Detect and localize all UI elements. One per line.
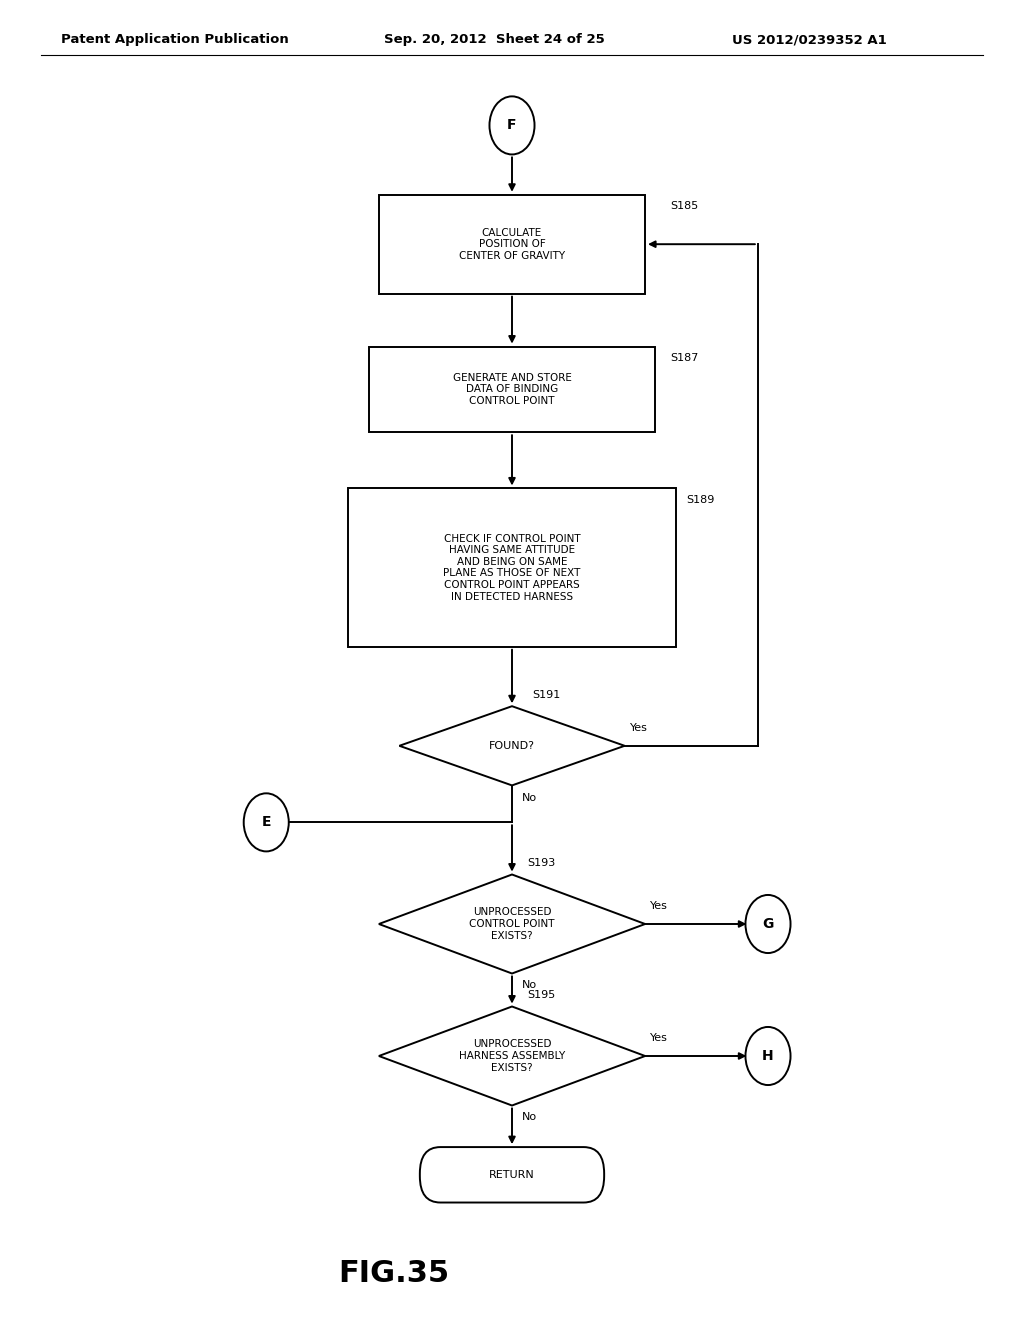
Text: S189: S189: [686, 495, 715, 506]
Text: CHECK IF CONTROL POINT
HAVING SAME ATTITUDE
AND BEING ON SAME
PLANE AS THOSE OF : CHECK IF CONTROL POINT HAVING SAME ATTIT…: [443, 533, 581, 602]
Text: Yes: Yes: [650, 1032, 668, 1043]
Text: G: G: [762, 917, 774, 931]
Text: No: No: [522, 793, 538, 804]
Circle shape: [745, 1027, 791, 1085]
Text: CALCULATE
POSITION OF
CENTER OF GRAVITY: CALCULATE POSITION OF CENTER OF GRAVITY: [459, 227, 565, 261]
FancyBboxPatch shape: [420, 1147, 604, 1203]
Text: No: No: [522, 979, 538, 990]
Text: US 2012/0239352 A1: US 2012/0239352 A1: [732, 33, 887, 46]
Text: RETURN: RETURN: [489, 1170, 535, 1180]
Text: GENERATE AND STORE
DATA OF BINDING
CONTROL POINT: GENERATE AND STORE DATA OF BINDING CONTR…: [453, 372, 571, 407]
Text: S195: S195: [527, 990, 556, 1001]
Text: S187: S187: [671, 352, 699, 363]
Text: H: H: [762, 1049, 774, 1063]
Text: S193: S193: [527, 858, 556, 869]
Text: Patent Application Publication: Patent Application Publication: [61, 33, 289, 46]
Polygon shape: [379, 874, 645, 973]
Polygon shape: [399, 706, 625, 785]
Text: FOUND?: FOUND?: [489, 741, 535, 751]
Text: Yes: Yes: [650, 900, 668, 911]
Circle shape: [489, 96, 535, 154]
Text: E: E: [261, 816, 271, 829]
Text: Yes: Yes: [630, 722, 647, 733]
Text: S185: S185: [671, 201, 699, 211]
Polygon shape: [379, 1007, 645, 1106]
Text: F: F: [507, 119, 517, 132]
Text: Sep. 20, 2012  Sheet 24 of 25: Sep. 20, 2012 Sheet 24 of 25: [384, 33, 605, 46]
Bar: [379, 195, 645, 294]
Text: No: No: [522, 1113, 538, 1122]
Text: UNPROCESSED
CONTROL POINT
EXISTS?: UNPROCESSED CONTROL POINT EXISTS?: [469, 907, 555, 941]
Text: S191: S191: [532, 689, 561, 700]
Bar: [348, 488, 676, 647]
Circle shape: [745, 895, 791, 953]
Circle shape: [244, 793, 289, 851]
Text: FIG.35: FIG.35: [339, 1259, 450, 1288]
Text: UNPROCESSED
HARNESS ASSEMBLY
EXISTS?: UNPROCESSED HARNESS ASSEMBLY EXISTS?: [459, 1039, 565, 1073]
Bar: [369, 346, 655, 433]
